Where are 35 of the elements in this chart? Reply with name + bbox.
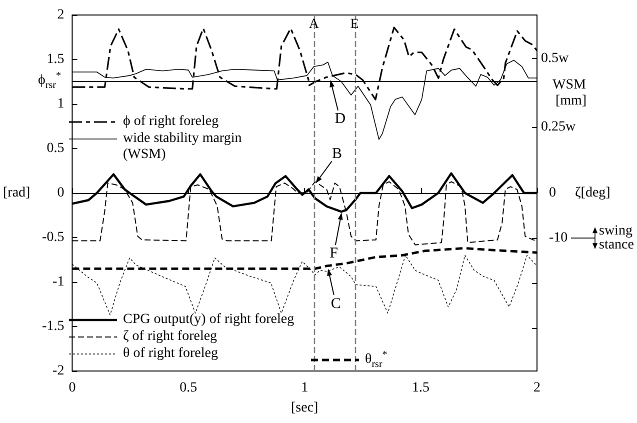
ref-line-label: E — [350, 17, 359, 33]
x-axis-title: [sec] — [291, 400, 318, 416]
y-tick-label: 0.5 — [46, 141, 64, 156]
x-tick-label: 1 — [301, 380, 308, 396]
legend-label: wide stability margin (WSM) — [123, 131, 243, 163]
x-tick-label: 0 — [68, 380, 76, 396]
text: stance — [599, 238, 634, 253]
text: swing — [599, 224, 632, 239]
y-tick-label: 2 — [57, 8, 64, 22]
y3-tick-label: -10 — [549, 230, 568, 246]
legend-label: CPG output(y) of right foreleg — [123, 312, 294, 328]
y-axis-title: [rad] — [2, 186, 30, 200]
y2-tick-label: 0.5w — [541, 51, 570, 66]
y3-tick-label: 0 — [549, 186, 556, 200]
x-tick-label: 1.5 — [412, 380, 430, 396]
y-tick-label: -0.5 — [42, 230, 64, 245]
y-tick-label: -1 — [52, 274, 64, 290]
annotation: F — [330, 246, 338, 262]
y2-axis-title: WSM [mm] — [552, 77, 590, 108]
y-tick-label: 1 — [57, 96, 64, 112]
x-tick-label: 0.5 — [180, 380, 198, 396]
legend-label: ζ of right foreleg — [123, 329, 218, 345]
annotation: B — [332, 146, 342, 162]
y-tick-label: -2 — [52, 364, 64, 378]
legend-label: θ of right foreleg — [123, 346, 218, 362]
y-tick-label: -1.5 — [42, 319, 64, 334]
y2-tick-label: 0.25w — [541, 120, 576, 135]
y3-axis-title: ζ[deg] — [575, 186, 610, 200]
annotation: C — [330, 296, 341, 312]
y-tick-label: 0 — [57, 186, 64, 200]
legend-label: ϕ of right foreleg — [123, 114, 220, 130]
x-tick-label: 2 — [534, 380, 540, 396]
ref-line-label: A — [308, 17, 320, 33]
annotation: D — [334, 111, 346, 128]
y-tick-label: 1.5 — [46, 52, 64, 67]
